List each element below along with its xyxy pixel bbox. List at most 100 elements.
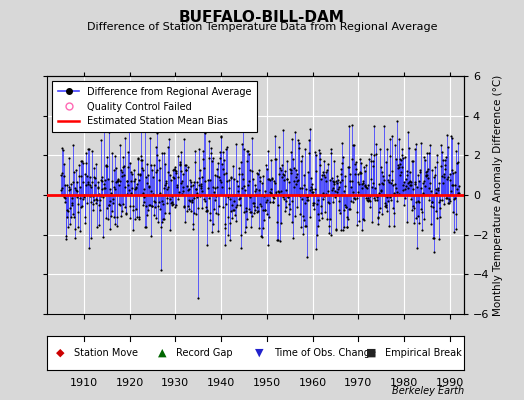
- Point: [79, 196, 87, 202]
- Point: [296, 185, 304, 192]
- Point: [395, 136, 403, 143]
- Text: Time of Obs. Change: Time of Obs. Change: [274, 348, 376, 358]
- Point: [159, 184, 168, 191]
- Point: [333, 173, 341, 179]
- Point: [269, 178, 278, 184]
- Point: [182, 183, 191, 190]
- Point: [204, 177, 212, 183]
- Point: [90, 197, 99, 204]
- Point: [373, 220, 381, 227]
- Point: [274, 202, 282, 208]
- Point: [155, 176, 163, 183]
- Point: [406, 178, 414, 184]
- Point: [174, 196, 182, 202]
- Point: [408, 158, 416, 164]
- Point: [414, 172, 422, 178]
- Point: [256, 201, 264, 207]
- Point: [167, 200, 176, 206]
- Text: Berkeley Earth: Berkeley Earth: [391, 386, 464, 396]
- Point: [277, 188, 285, 194]
- Point: [134, 155, 143, 161]
- Point: [177, 149, 185, 156]
- Point: [240, 183, 248, 189]
- Point: [281, 204, 290, 211]
- Point: [220, 171, 228, 178]
- Point: [216, 177, 224, 184]
- Point: [422, 172, 430, 178]
- Point: [210, 206, 218, 212]
- Point: [418, 190, 427, 196]
- Point: [295, 191, 303, 198]
- Point: [441, 156, 450, 163]
- Point: [166, 227, 174, 233]
- Point: [303, 197, 312, 204]
- Point: [97, 174, 106, 180]
- Point: [191, 148, 199, 154]
- Point: [79, 179, 87, 185]
- Point: [195, 182, 203, 189]
- Point: [57, 187, 66, 193]
- Point: [59, 191, 67, 198]
- Point: [258, 192, 266, 198]
- Point: [90, 165, 98, 171]
- Point: [411, 199, 420, 205]
- Point: [178, 188, 187, 194]
- Point: [271, 133, 279, 139]
- Point: [170, 164, 179, 170]
- Point: [132, 185, 140, 191]
- Point: [180, 136, 188, 142]
- Point: [194, 295, 202, 301]
- Point: [79, 160, 88, 166]
- Point: [319, 190, 327, 196]
- Point: [328, 186, 336, 193]
- Point: [340, 188, 348, 194]
- Y-axis label: Monthly Temperature Anomaly Difference (°C): Monthly Temperature Anomaly Difference (…: [494, 74, 504, 316]
- Point: [269, 199, 277, 206]
- Point: [439, 157, 447, 163]
- Point: [135, 177, 144, 183]
- Point: [293, 176, 302, 183]
- Point: [411, 145, 419, 152]
- Point: [125, 186, 133, 193]
- Point: [248, 213, 257, 219]
- Point: [210, 188, 219, 195]
- Point: [184, 203, 192, 209]
- Point: [400, 179, 408, 185]
- Point: [351, 161, 359, 168]
- Point: [296, 192, 304, 199]
- Point: [366, 193, 374, 199]
- Point: [211, 185, 219, 191]
- Point: [107, 213, 115, 219]
- Point: [77, 173, 85, 179]
- Point: [214, 160, 223, 166]
- Point: [174, 173, 182, 180]
- Point: [167, 193, 176, 199]
- Point: [341, 173, 349, 179]
- Point: [435, 204, 444, 211]
- Point: [140, 128, 149, 134]
- Point: [293, 204, 302, 210]
- Point: [304, 193, 312, 200]
- Point: [265, 175, 274, 182]
- Point: [277, 220, 286, 226]
- Point: [212, 184, 221, 190]
- Point: [289, 235, 297, 241]
- Point: [360, 164, 368, 170]
- Text: Difference of Station Temperature Data from Regional Average: Difference of Station Temperature Data f…: [87, 22, 437, 32]
- Point: [175, 192, 183, 198]
- Point: [386, 193, 395, 200]
- Text: Empirical Break: Empirical Break: [385, 348, 461, 358]
- Point: [61, 182, 70, 188]
- Point: [391, 192, 399, 198]
- Point: [329, 199, 337, 206]
- Point: [208, 192, 216, 198]
- Point: [259, 225, 268, 232]
- Point: [205, 154, 213, 161]
- Point: [409, 203, 417, 209]
- Point: [219, 166, 227, 172]
- Point: [302, 223, 310, 230]
- Point: [403, 167, 411, 174]
- Point: [247, 224, 255, 230]
- Point: [71, 226, 80, 232]
- Point: [281, 168, 289, 174]
